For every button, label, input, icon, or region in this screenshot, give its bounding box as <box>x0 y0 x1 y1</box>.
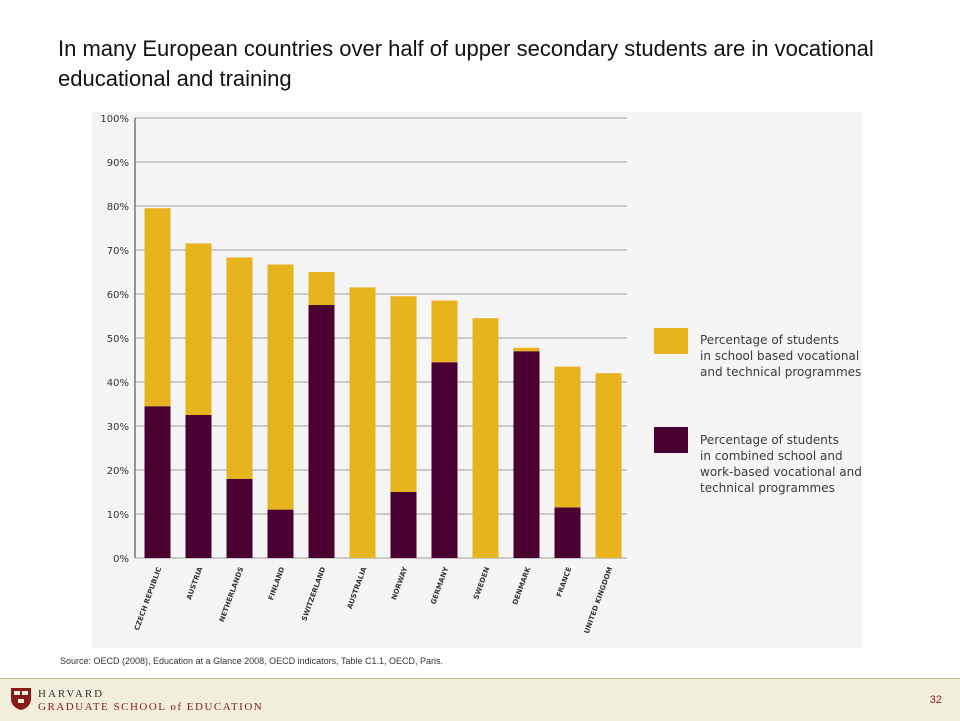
legend-line: in combined school and <box>700 449 843 463</box>
bar-segment-combined <box>390 492 417 558</box>
bar-segment-combined <box>185 415 212 558</box>
footer-school-name: GRADUATE SCHOOL of EDUCATION <box>38 701 264 713</box>
x-tick-label: NORWAY <box>390 565 410 601</box>
bar-segment-school_based <box>267 264 294 510</box>
bar-segment-combined <box>554 507 581 558</box>
bar-segment-combined <box>144 406 171 558</box>
source-note: Source: OECD (2008), Education at a Glan… <box>60 656 444 666</box>
footer: HARVARD GRADUATE SCHOOL of EDUCATION 32 <box>0 678 960 721</box>
y-tick-label: 20% <box>107 466 129 477</box>
legend-label-school-based: Percentage of students in school based v… <box>700 332 861 380</box>
bar-segment-school_based <box>431 300 458 363</box>
harvard-shield-icon <box>11 688 31 710</box>
bar-segment-combined <box>267 509 294 558</box>
x-tick-label: SWEDEN <box>472 566 491 601</box>
slide-title: In many European countries over half of … <box>58 36 874 91</box>
bar-segment-school_based <box>554 366 581 508</box>
legend-swatch-combined <box>654 427 688 453</box>
x-tick-label: UNITED KINGDOM <box>583 566 615 635</box>
y-tick-label: 80% <box>107 202 129 213</box>
stacked-bar-chart: 0% 10% 20% 30% 40% 50% 60% 70% 80% 90% 100% CZECH R… <box>100 114 688 635</box>
bar-segment-combined <box>308 305 335 558</box>
chart-panel: 0% 10% 20% 30% 40% 50% 60% 70% 80% 90% 100% CZECH R… <box>92 112 862 648</box>
y-tick-label: 0% <box>113 554 129 565</box>
x-tick-label: GERMANY <box>429 565 450 605</box>
footer-harvard: HARVARD <box>38 688 105 700</box>
y-tick-label: 60% <box>107 290 129 301</box>
bar-segment-school_based <box>185 243 212 415</box>
x-tick-label: DENMARK <box>511 565 532 606</box>
legend-line: technical programmes <box>700 481 835 495</box>
x-tick-label: FRANCE <box>555 566 573 598</box>
bar-segment-school_based <box>390 296 417 492</box>
bar-segment-school_based <box>472 318 499 558</box>
bar-segment-school_based <box>226 257 253 479</box>
page-number: 32 <box>929 694 942 706</box>
y-tick-label: 30% <box>107 422 129 433</box>
bar-segment-school_based <box>144 208 171 407</box>
x-tick-label: FINLAND <box>267 566 286 602</box>
bar-segment-combined <box>513 351 540 558</box>
y-tick-label: 10% <box>107 510 129 521</box>
y-tick-label: 50% <box>107 334 129 345</box>
x-tick-label: CZECH REPUBLIC <box>133 566 163 632</box>
bar-segment-school_based <box>308 272 335 305</box>
y-tick-label: 90% <box>107 158 129 169</box>
legend-swatch-school-based <box>654 328 688 354</box>
y-tick-label: 100% <box>100 114 129 125</box>
bar-segment-school_based <box>513 347 540 352</box>
bar-segment-school_based <box>349 287 376 558</box>
legend-label-combined: Percentage of students in combined schoo… <box>700 432 862 496</box>
y-tick-label: 70% <box>107 246 129 257</box>
x-tick-label: NETHERLANDS <box>218 566 245 623</box>
legend-line: work-based vocational and <box>700 465 862 479</box>
y-tick-label: 40% <box>107 378 129 389</box>
legend-line: in school based vocational <box>700 349 860 363</box>
legend-line: Percentage of students <box>700 333 839 347</box>
x-tick-label: AUSTRIA <box>185 565 204 600</box>
bar-segment-combined <box>226 478 253 558</box>
legend-line: and technical programmes <box>700 365 862 379</box>
legend-line: Percentage of students <box>700 433 839 447</box>
bar-segment-school_based <box>595 373 622 558</box>
x-tick-label: AUSTRALIA <box>346 565 369 610</box>
bar-segment-combined <box>431 362 458 558</box>
x-tick-label: SWITZERLAND <box>300 566 327 622</box>
